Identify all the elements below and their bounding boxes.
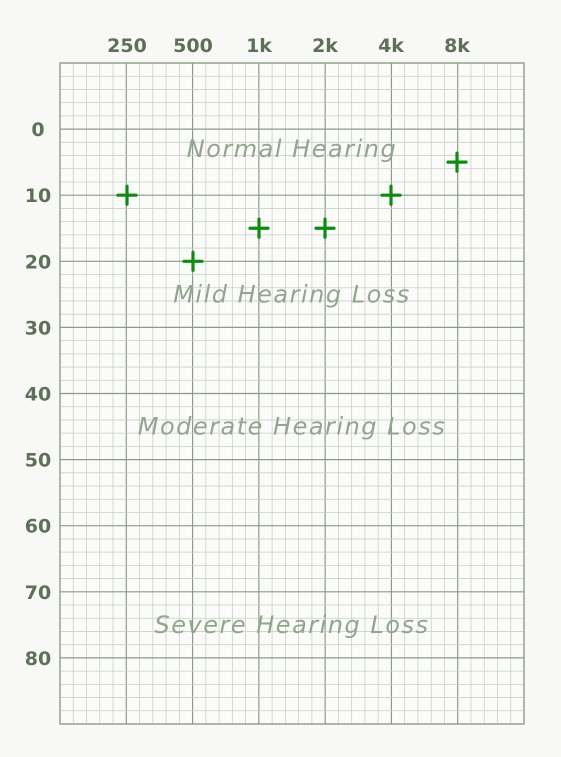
chart-grid — [59, 62, 525, 725]
region-labels: Normal Hearing Mild Hearing Loss Moderate … — [138, 135, 446, 639]
y-tick-label: 80 — [25, 648, 51, 670]
data-point-marker — [380, 184, 402, 206]
data-point-marker — [314, 217, 336, 239]
data-point-marker — [248, 217, 270, 239]
y-tick-label: 50 — [25, 450, 51, 472]
x-tick-label: 1k — [246, 35, 272, 57]
data-point-marker — [182, 250, 204, 272]
region-label: Severe Hearing Loss — [155, 611, 430, 639]
x-tick-label: 4k — [378, 35, 404, 57]
y-tick-label: 0 — [31, 119, 44, 141]
region-label: Normal Hearing — [187, 135, 397, 163]
y-tick-label: 20 — [25, 251, 51, 273]
y-axis-tick-labels: 0 10 20 30 40 50 60 70 80 — [25, 119, 51, 670]
data-points — [116, 151, 468, 272]
data-point-marker — [446, 151, 468, 173]
region-label: Moderate Hearing Loss — [138, 413, 446, 441]
y-tick-label: 30 — [25, 317, 51, 339]
y-tick-label: 60 — [25, 516, 51, 538]
region-label: Mild Hearing Loss — [173, 280, 411, 308]
x-tick-label: 2k — [312, 35, 338, 57]
x-tick-label: 250 — [107, 35, 147, 57]
y-tick-label: 70 — [25, 582, 51, 604]
y-tick-label: 10 — [25, 185, 51, 207]
x-tick-label: 500 — [173, 35, 213, 57]
x-tick-label: 8k — [444, 35, 470, 57]
x-axis-tick-labels: 250 500 1k 2k 4k 8k — [107, 35, 470, 57]
plot-border — [59, 62, 525, 725]
data-point-marker — [116, 184, 138, 206]
y-tick-label: 40 — [25, 384, 51, 406]
